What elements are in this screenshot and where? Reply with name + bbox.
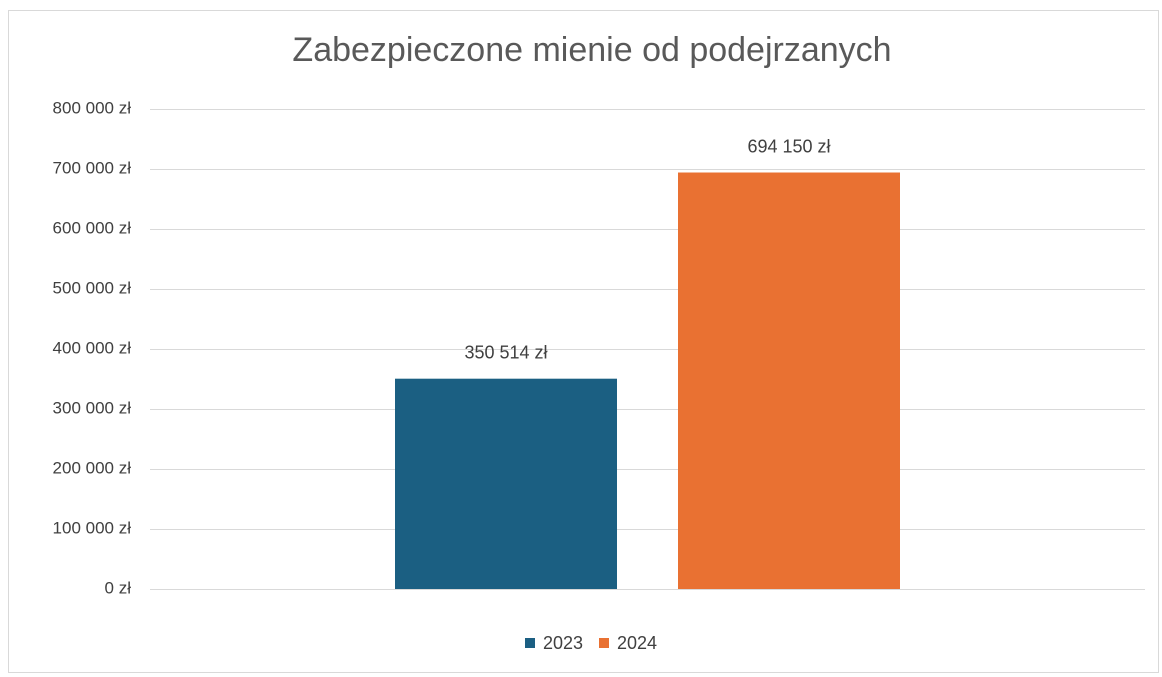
y-tick-label: 800 000 zł [53,98,132,117]
y-tick-label: 500 000 zł [53,278,132,297]
legend-label: 2023 [543,633,583,653]
y-tick-label: 200 000 zł [53,458,132,477]
y-tick-label: 300 000 zł [53,398,132,417]
legend-swatch [599,638,609,648]
y-tick-label: 400 000 zł [53,338,132,357]
bar [678,172,900,589]
legend-label: 2024 [617,633,657,653]
value-label: 694 150 zł [747,136,830,156]
value-label: 350 514 zł [464,342,547,362]
y-tick-label: 600 000 zł [53,218,132,237]
y-tick-label: 700 000 zł [53,158,132,177]
y-tick-label: 0 zł [105,578,132,597]
legend-swatch [525,638,535,648]
chart-title: Zabezpieczone mienie od podejrzanych [292,31,891,69]
y-tick-label: 100 000 zł [53,518,132,537]
bar [395,378,617,589]
